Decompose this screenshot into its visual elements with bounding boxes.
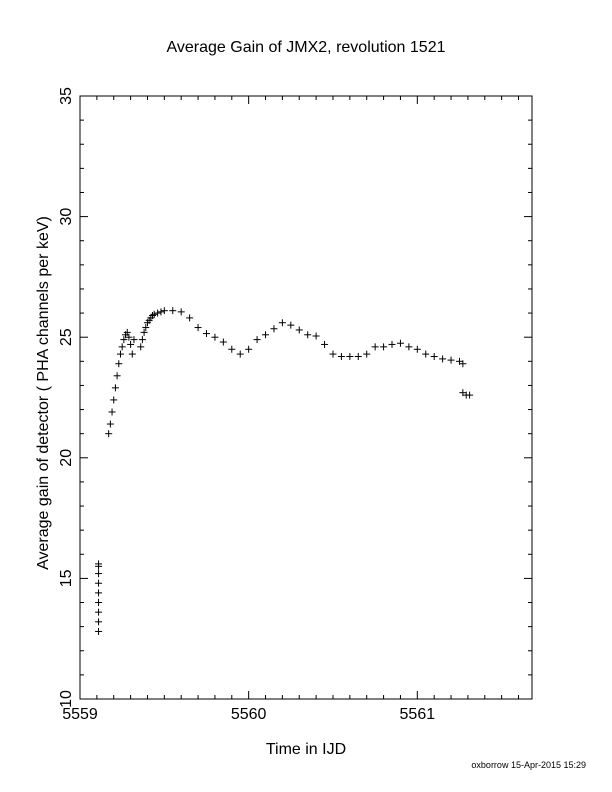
data-point (295, 326, 303, 334)
x-tick-labels: 5559 5560 5561 (62, 706, 435, 723)
data-point (202, 330, 210, 338)
data-point (396, 339, 404, 347)
data-point (154, 309, 162, 317)
data-point (447, 356, 455, 364)
y-tick-labels: 10 15 20 25 30 35 (58, 87, 75, 708)
data-point (430, 352, 438, 360)
data-point (262, 331, 270, 339)
data-point (105, 430, 113, 438)
data-point (142, 324, 150, 332)
x-tick-label: 5561 (400, 706, 436, 723)
data-point (405, 343, 413, 351)
data-point (329, 350, 337, 358)
data-point (150, 310, 158, 318)
data-point (278, 319, 286, 327)
data-point (422, 350, 430, 358)
x-tick-label: 5560 (231, 706, 267, 723)
data-point (287, 321, 295, 329)
y-axis-label: Average gain of detector ( PHA channels … (35, 216, 52, 570)
data-point (186, 314, 194, 322)
data-point (116, 350, 124, 358)
data-point (120, 336, 128, 344)
data-point (95, 589, 103, 597)
y-tick-label: 35 (58, 87, 75, 105)
data-point (160, 307, 168, 315)
data-point (380, 343, 388, 351)
data-point (137, 343, 145, 351)
footer-stamp: oxborrow 15-Apr-2015 15:29 (471, 760, 586, 770)
data-point (321, 340, 329, 348)
data-point (113, 372, 121, 380)
x-axis-label: Time in IJD (266, 741, 346, 758)
data-point (337, 352, 345, 360)
data-point (270, 325, 278, 333)
y-tick-label: 25 (58, 328, 75, 346)
data-point (123, 328, 131, 336)
data-point (439, 355, 447, 363)
data-point (169, 307, 177, 315)
data-point (127, 340, 135, 348)
data-point (115, 360, 123, 368)
data-point (459, 360, 467, 368)
data-point (228, 345, 236, 353)
y-tick-label: 30 (58, 208, 75, 226)
data-point (371, 343, 379, 351)
chart-title: Average Gain of JMX2, revolution 1521 (167, 39, 446, 56)
axis-ticks (79, 95, 532, 700)
data-point (149, 311, 157, 319)
data-point (157, 308, 165, 316)
data-point (354, 352, 362, 360)
data-point (388, 340, 396, 348)
data-point (177, 308, 185, 316)
data-point (95, 627, 103, 635)
data-point (110, 396, 118, 404)
data-point (466, 391, 474, 399)
data-point (106, 420, 114, 428)
data-points (95, 307, 474, 635)
y-tick-label: 10 (58, 690, 75, 708)
data-point (346, 352, 354, 360)
data-point (194, 324, 202, 332)
data-point (245, 345, 253, 353)
data-point (128, 350, 136, 358)
data-point (95, 570, 103, 578)
data-point (138, 336, 146, 344)
data-point (236, 350, 244, 358)
data-point (219, 338, 227, 346)
data-point (413, 345, 421, 353)
data-point (253, 336, 261, 344)
data-point (95, 618, 103, 626)
data-point (118, 343, 126, 351)
y-tick-label: 15 (58, 569, 75, 587)
data-point (95, 560, 103, 568)
data-point (111, 384, 119, 392)
y-tick-label: 20 (58, 449, 75, 467)
data-point (108, 408, 116, 416)
data-point (130, 336, 138, 344)
data-point (95, 599, 103, 607)
data-point (95, 579, 103, 587)
data-point (211, 333, 219, 341)
plot-frame (79, 95, 533, 700)
x-tick-label: 5559 (62, 706, 98, 723)
data-point (363, 350, 371, 358)
data-point (140, 328, 148, 336)
data-point (312, 332, 320, 340)
data-point (95, 608, 103, 616)
data-point (304, 331, 312, 339)
data-point (125, 333, 133, 341)
